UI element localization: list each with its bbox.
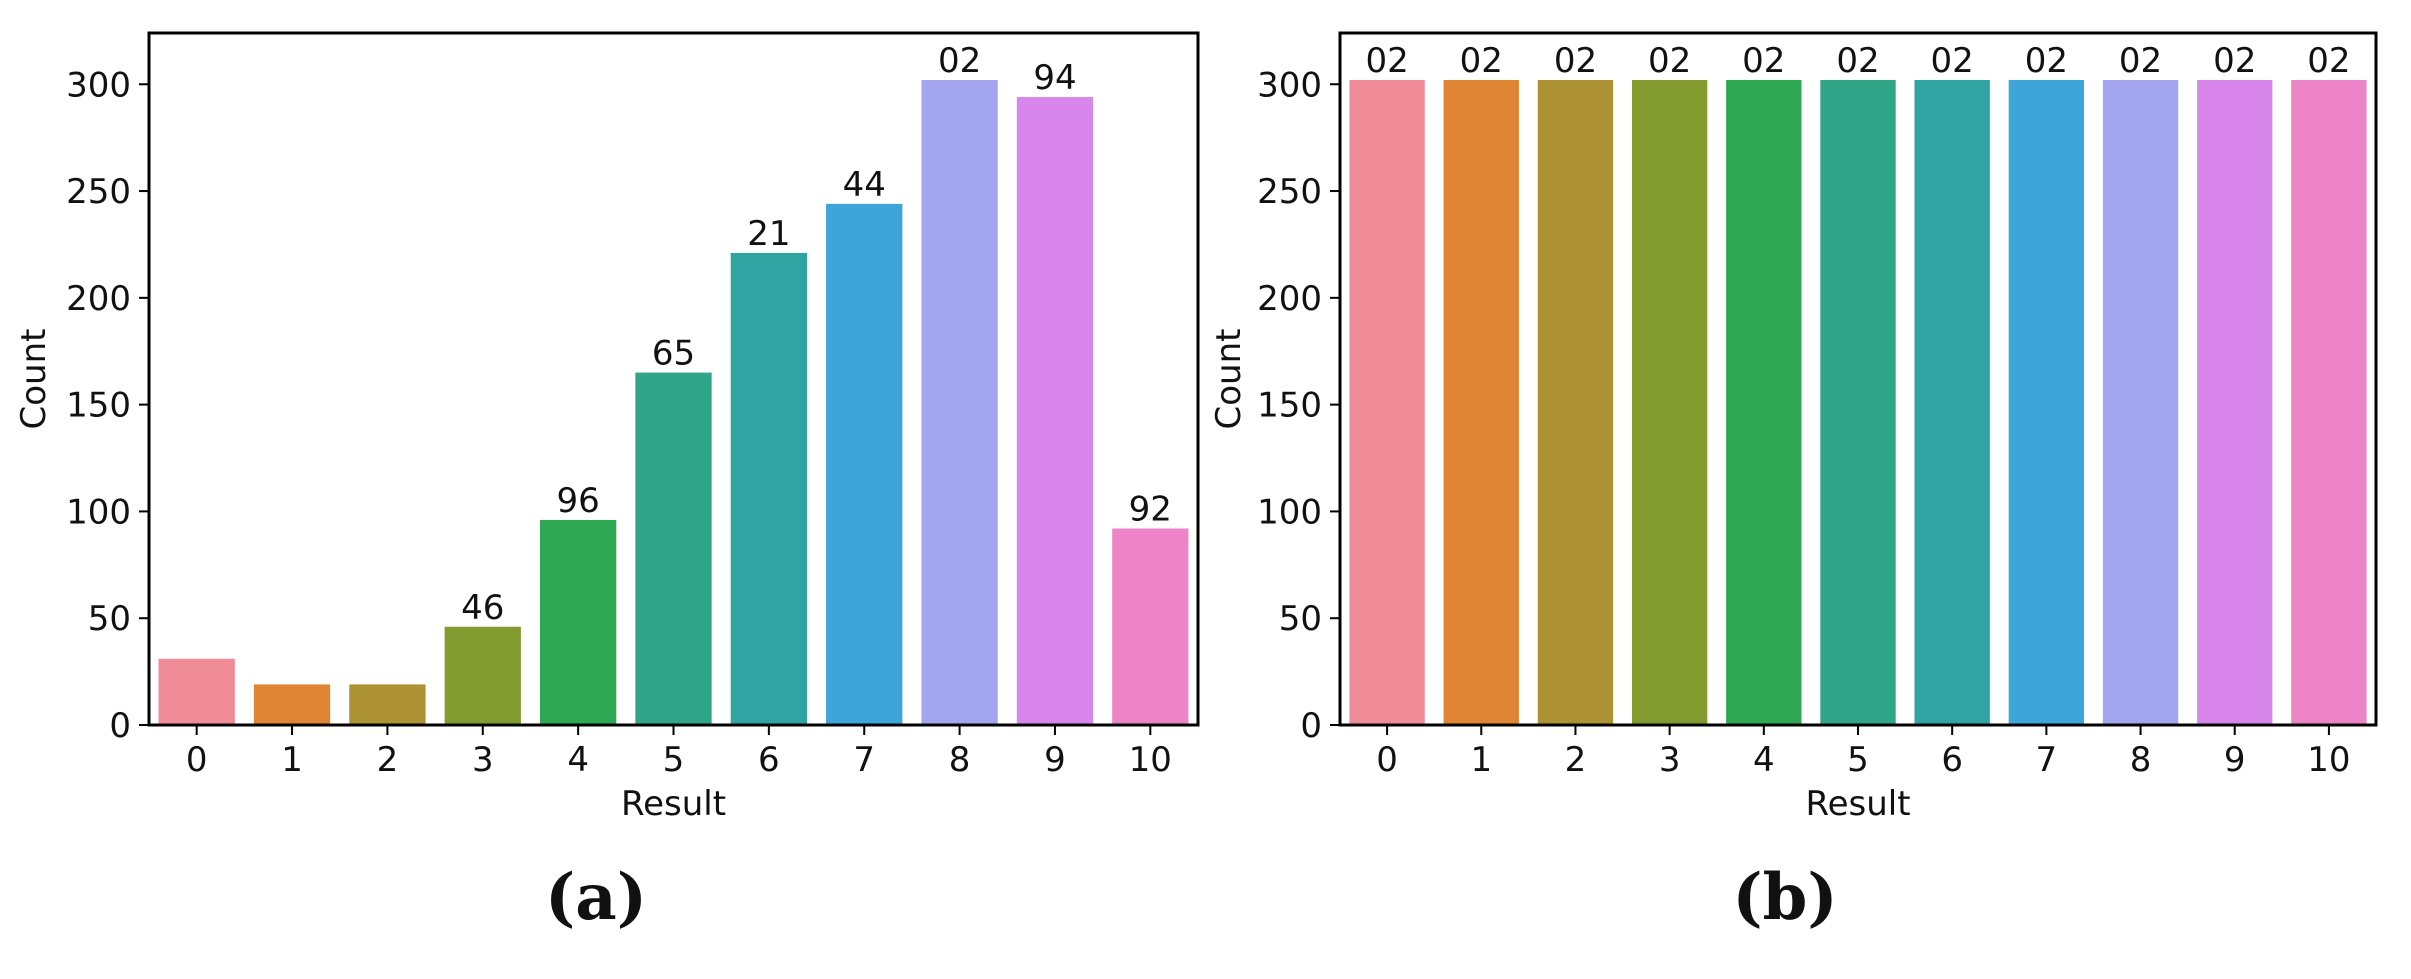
chart-b-svg: 0200210220230240250260270280290210050100…	[1209, 31, 2378, 824]
chart-panel-a: 0 1 2 46 3 96 4 65 5 21 6 44 7 02 8 94 9 92 10 0 50 100 150 200…	[0, 0, 1205, 979]
bar	[444, 626, 521, 725]
y-tick-label: 300	[1257, 65, 1322, 105]
x-tick-label: 10	[2307, 740, 2350, 780]
bar-label: 02	[1554, 41, 1597, 81]
bar-label: 02	[2307, 41, 2350, 81]
bar	[253, 684, 331, 725]
bar	[1820, 79, 1896, 725]
chart-panel-b: 02 0 02 1 02 2 02 3 02 4 02 5 02 6 02 7 02 8 02 9 02 10 0 50 100…	[1205, 0, 2411, 979]
x-tick-label: 5	[663, 740, 685, 780]
bar	[539, 519, 617, 725]
bar	[1537, 79, 1614, 725]
x-tick-label: 2	[377, 740, 399, 780]
x-tick-label: 7	[2036, 740, 2058, 780]
bar	[1726, 79, 1802, 725]
x-tick-label: 1	[1470, 740, 1492, 780]
bar	[826, 203, 903, 725]
bar-label: 96	[557, 481, 600, 521]
y-axis-label: Count	[1209, 329, 1249, 430]
x-tick-label: 8	[949, 740, 971, 780]
x-tick-label: 4	[567, 740, 589, 780]
bar-label: 02	[1648, 41, 1691, 81]
y-axis-label: Count	[14, 329, 54, 430]
y-tick-label: 300	[66, 65, 131, 105]
panel-label-a: (a)	[544, 860, 648, 935]
bar	[1631, 79, 1708, 725]
y-tick-label: 50	[1279, 599, 1322, 639]
bar-label: 02	[1931, 41, 1974, 81]
plot-frame	[1338, 31, 2378, 727]
x-tick-label: 0	[1376, 740, 1398, 780]
y-tick-label: 0	[1300, 706, 1322, 746]
bar	[1349, 79, 1425, 725]
x-tick-label: 3	[472, 740, 494, 780]
bar	[2102, 79, 2179, 725]
x-axis-label: Result	[621, 784, 726, 824]
plot-frame	[147, 31, 1200, 727]
y-tick-label: 100	[1257, 492, 1322, 532]
panel-label-b: (b)	[1732, 860, 1838, 935]
bar	[1016, 97, 1094, 725]
bar-label: 02	[2119, 41, 2162, 81]
y-tick-label: 250	[1257, 172, 1322, 212]
bar	[1112, 528, 1189, 725]
y-tick-label: 200	[1257, 279, 1322, 319]
chart-a-svg: 0 1 24639646552164470289499210050100150200…	[14, 31, 1200, 824]
bar-label: 21	[747, 214, 790, 254]
bar	[730, 252, 808, 725]
bar	[2291, 79, 2367, 725]
x-tick-label: 3	[1659, 740, 1681, 780]
bar	[158, 658, 235, 725]
y-tick-label: 0	[109, 706, 131, 746]
y-tick-label: 250	[66, 172, 131, 212]
bar-label: 02	[1460, 41, 1503, 81]
bar-label: 02	[938, 41, 981, 81]
x-tick-label: 1	[281, 740, 303, 780]
x-tick-label: 4	[1753, 740, 1775, 780]
bar-label: 65	[652, 334, 695, 374]
x-tick-label: 2	[1565, 740, 1587, 780]
bar-label: 46	[461, 588, 504, 628]
bar	[1914, 79, 1990, 725]
x-tick-label: 9	[1044, 740, 1066, 780]
bar	[2008, 79, 2085, 725]
bar-label: 02	[1742, 41, 1785, 81]
bar	[1443, 79, 1519, 725]
bar	[2197, 79, 2273, 725]
x-tick-label: 7	[853, 740, 875, 780]
y-tick-label: 100	[66, 492, 131, 532]
bar	[349, 684, 426, 725]
bar	[921, 79, 998, 725]
y-tick-label: 150	[66, 386, 131, 426]
y-tick-label: 150	[1257, 386, 1322, 426]
bar-label: 02	[1836, 41, 1879, 81]
y-tick-label: 50	[88, 599, 131, 639]
x-tick-label: 10	[1129, 740, 1172, 780]
bar	[635, 372, 712, 725]
bar-label: 94	[1033, 58, 1076, 98]
bar-label: 44	[843, 165, 886, 205]
bar-label: 92	[1129, 490, 1172, 530]
y-tick-label: 200	[66, 279, 131, 319]
x-tick-label: 6	[1941, 740, 1963, 780]
bar-label: 02	[2025, 41, 2068, 81]
x-tick-label: 5	[1847, 740, 1869, 780]
x-axis-label: Result	[1805, 784, 1910, 824]
bar-label: 02	[2213, 41, 2256, 81]
x-tick-label: 6	[758, 740, 780, 780]
x-tick-label: 0	[186, 740, 208, 780]
x-tick-label: 9	[2224, 740, 2246, 780]
x-tick-label: 8	[2130, 740, 2152, 780]
bar-label: 02	[1365, 41, 1408, 81]
